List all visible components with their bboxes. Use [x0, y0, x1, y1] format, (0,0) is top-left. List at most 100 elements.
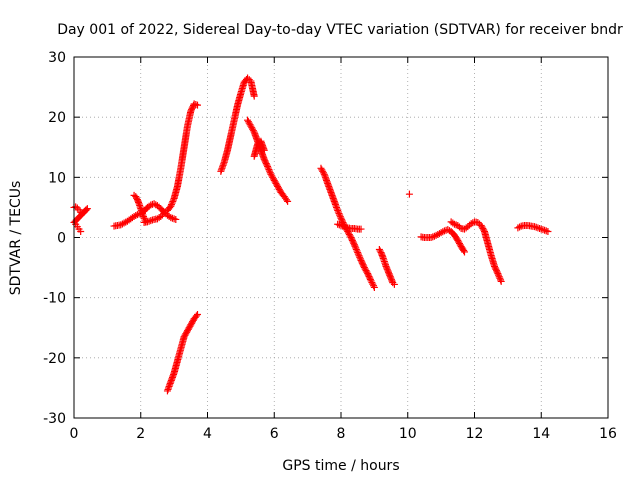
data-point: [352, 245, 360, 253]
x-tick-label: 2: [136, 426, 145, 442]
x-tick-label: 12: [466, 426, 484, 442]
data-point: [192, 312, 200, 320]
data-point: [284, 197, 292, 205]
data-point: [361, 265, 369, 273]
data-point: [192, 101, 200, 109]
data-point: [193, 311, 201, 319]
axes: 0 2 4 6 8 10 12 14 16 -30 -20 -10 0 10 20 30: [43, 50, 617, 442]
data-point: [245, 119, 253, 127]
data-point: [186, 322, 194, 330]
data-point: [383, 264, 391, 272]
data-point: [369, 280, 377, 288]
data-point: [455, 238, 463, 246]
grid: [74, 57, 608, 418]
data-point: [267, 170, 275, 178]
data-point: [495, 273, 503, 281]
chart-title: Day 001 of 2022, Sidereal Day-to-day VTE…: [57, 22, 623, 38]
data-point: [334, 208, 342, 216]
data-point: [148, 216, 156, 224]
data-point: [169, 196, 177, 204]
data-point: [249, 125, 257, 133]
data-point: [454, 221, 462, 229]
data-point: [188, 319, 196, 327]
data-point: [427, 234, 435, 241]
data-point: [532, 223, 540, 231]
x-tick-label: 6: [270, 426, 279, 442]
data-point: [355, 252, 363, 260]
x-tick-label: 0: [70, 426, 79, 442]
data-point: [153, 202, 161, 210]
data-point: [334, 206, 342, 214]
data-point: [474, 218, 482, 226]
data-point: [147, 217, 155, 225]
data-point: [335, 221, 343, 229]
data-point: [264, 164, 272, 172]
data-point: [72, 203, 80, 211]
data-point: [495, 271, 503, 279]
data-point: [534, 224, 542, 232]
data-point: [270, 176, 278, 184]
data-point: [450, 220, 458, 228]
data-point: [336, 211, 344, 219]
data-point: [342, 223, 350, 231]
data-point: [182, 330, 190, 338]
y-tick-label: -30: [43, 411, 66, 427]
y-tick-label: 20: [48, 110, 66, 126]
data-point: [266, 167, 274, 175]
data-point: [429, 233, 437, 241]
data-point: [318, 166, 326, 174]
data-point: [185, 324, 193, 332]
data-point: [384, 268, 392, 276]
y-tick-label: 0: [57, 231, 66, 247]
data-point: [264, 163, 272, 171]
y-axis-label: SDTVAR / TECUs: [8, 181, 24, 296]
data-point: [351, 242, 359, 250]
data-point: [168, 214, 176, 222]
x-axis-label: GPS time / hours: [282, 458, 399, 474]
data-point: [336, 213, 344, 221]
data-point: [494, 270, 502, 278]
data-point: [439, 228, 447, 236]
data-point: [454, 237, 462, 245]
data-point: [479, 224, 487, 232]
x-tick-label: 16: [599, 426, 617, 442]
data-point: [382, 262, 390, 270]
data-point: [143, 218, 151, 226]
data-point: [354, 249, 362, 257]
data-point: [360, 264, 368, 272]
data-point: [536, 224, 544, 232]
data-point: [350, 239, 358, 247]
data-point: [367, 277, 375, 285]
data-point: [345, 229, 353, 237]
data-point: [190, 100, 198, 108]
data-point: [354, 250, 362, 258]
data-point: [269, 175, 277, 183]
data-point: [317, 164, 325, 172]
data-point: [167, 214, 175, 222]
data-point: [132, 193, 140, 201]
data-point: [167, 201, 175, 209]
data-point: [184, 325, 192, 333]
data-point: [350, 241, 358, 249]
data-point: [160, 209, 168, 217]
data-point: [246, 121, 254, 129]
data-point: [282, 196, 290, 204]
data-point: [460, 247, 468, 255]
data-point: [180, 333, 188, 341]
data-point: [346, 232, 354, 240]
data-point: [405, 190, 413, 198]
data-point: [531, 223, 539, 231]
data-point: [169, 198, 177, 206]
data-points: [70, 74, 552, 395]
data-point: [77, 227, 85, 235]
data-point: [188, 318, 196, 326]
data-point: [345, 230, 353, 238]
data-point: [271, 178, 279, 186]
data-point: [544, 227, 552, 235]
data-point: [357, 225, 365, 233]
data-point: [480, 226, 488, 234]
data-point: [335, 210, 343, 218]
data-point: [368, 278, 376, 286]
data-point: [269, 173, 277, 181]
data-point: [356, 253, 364, 261]
